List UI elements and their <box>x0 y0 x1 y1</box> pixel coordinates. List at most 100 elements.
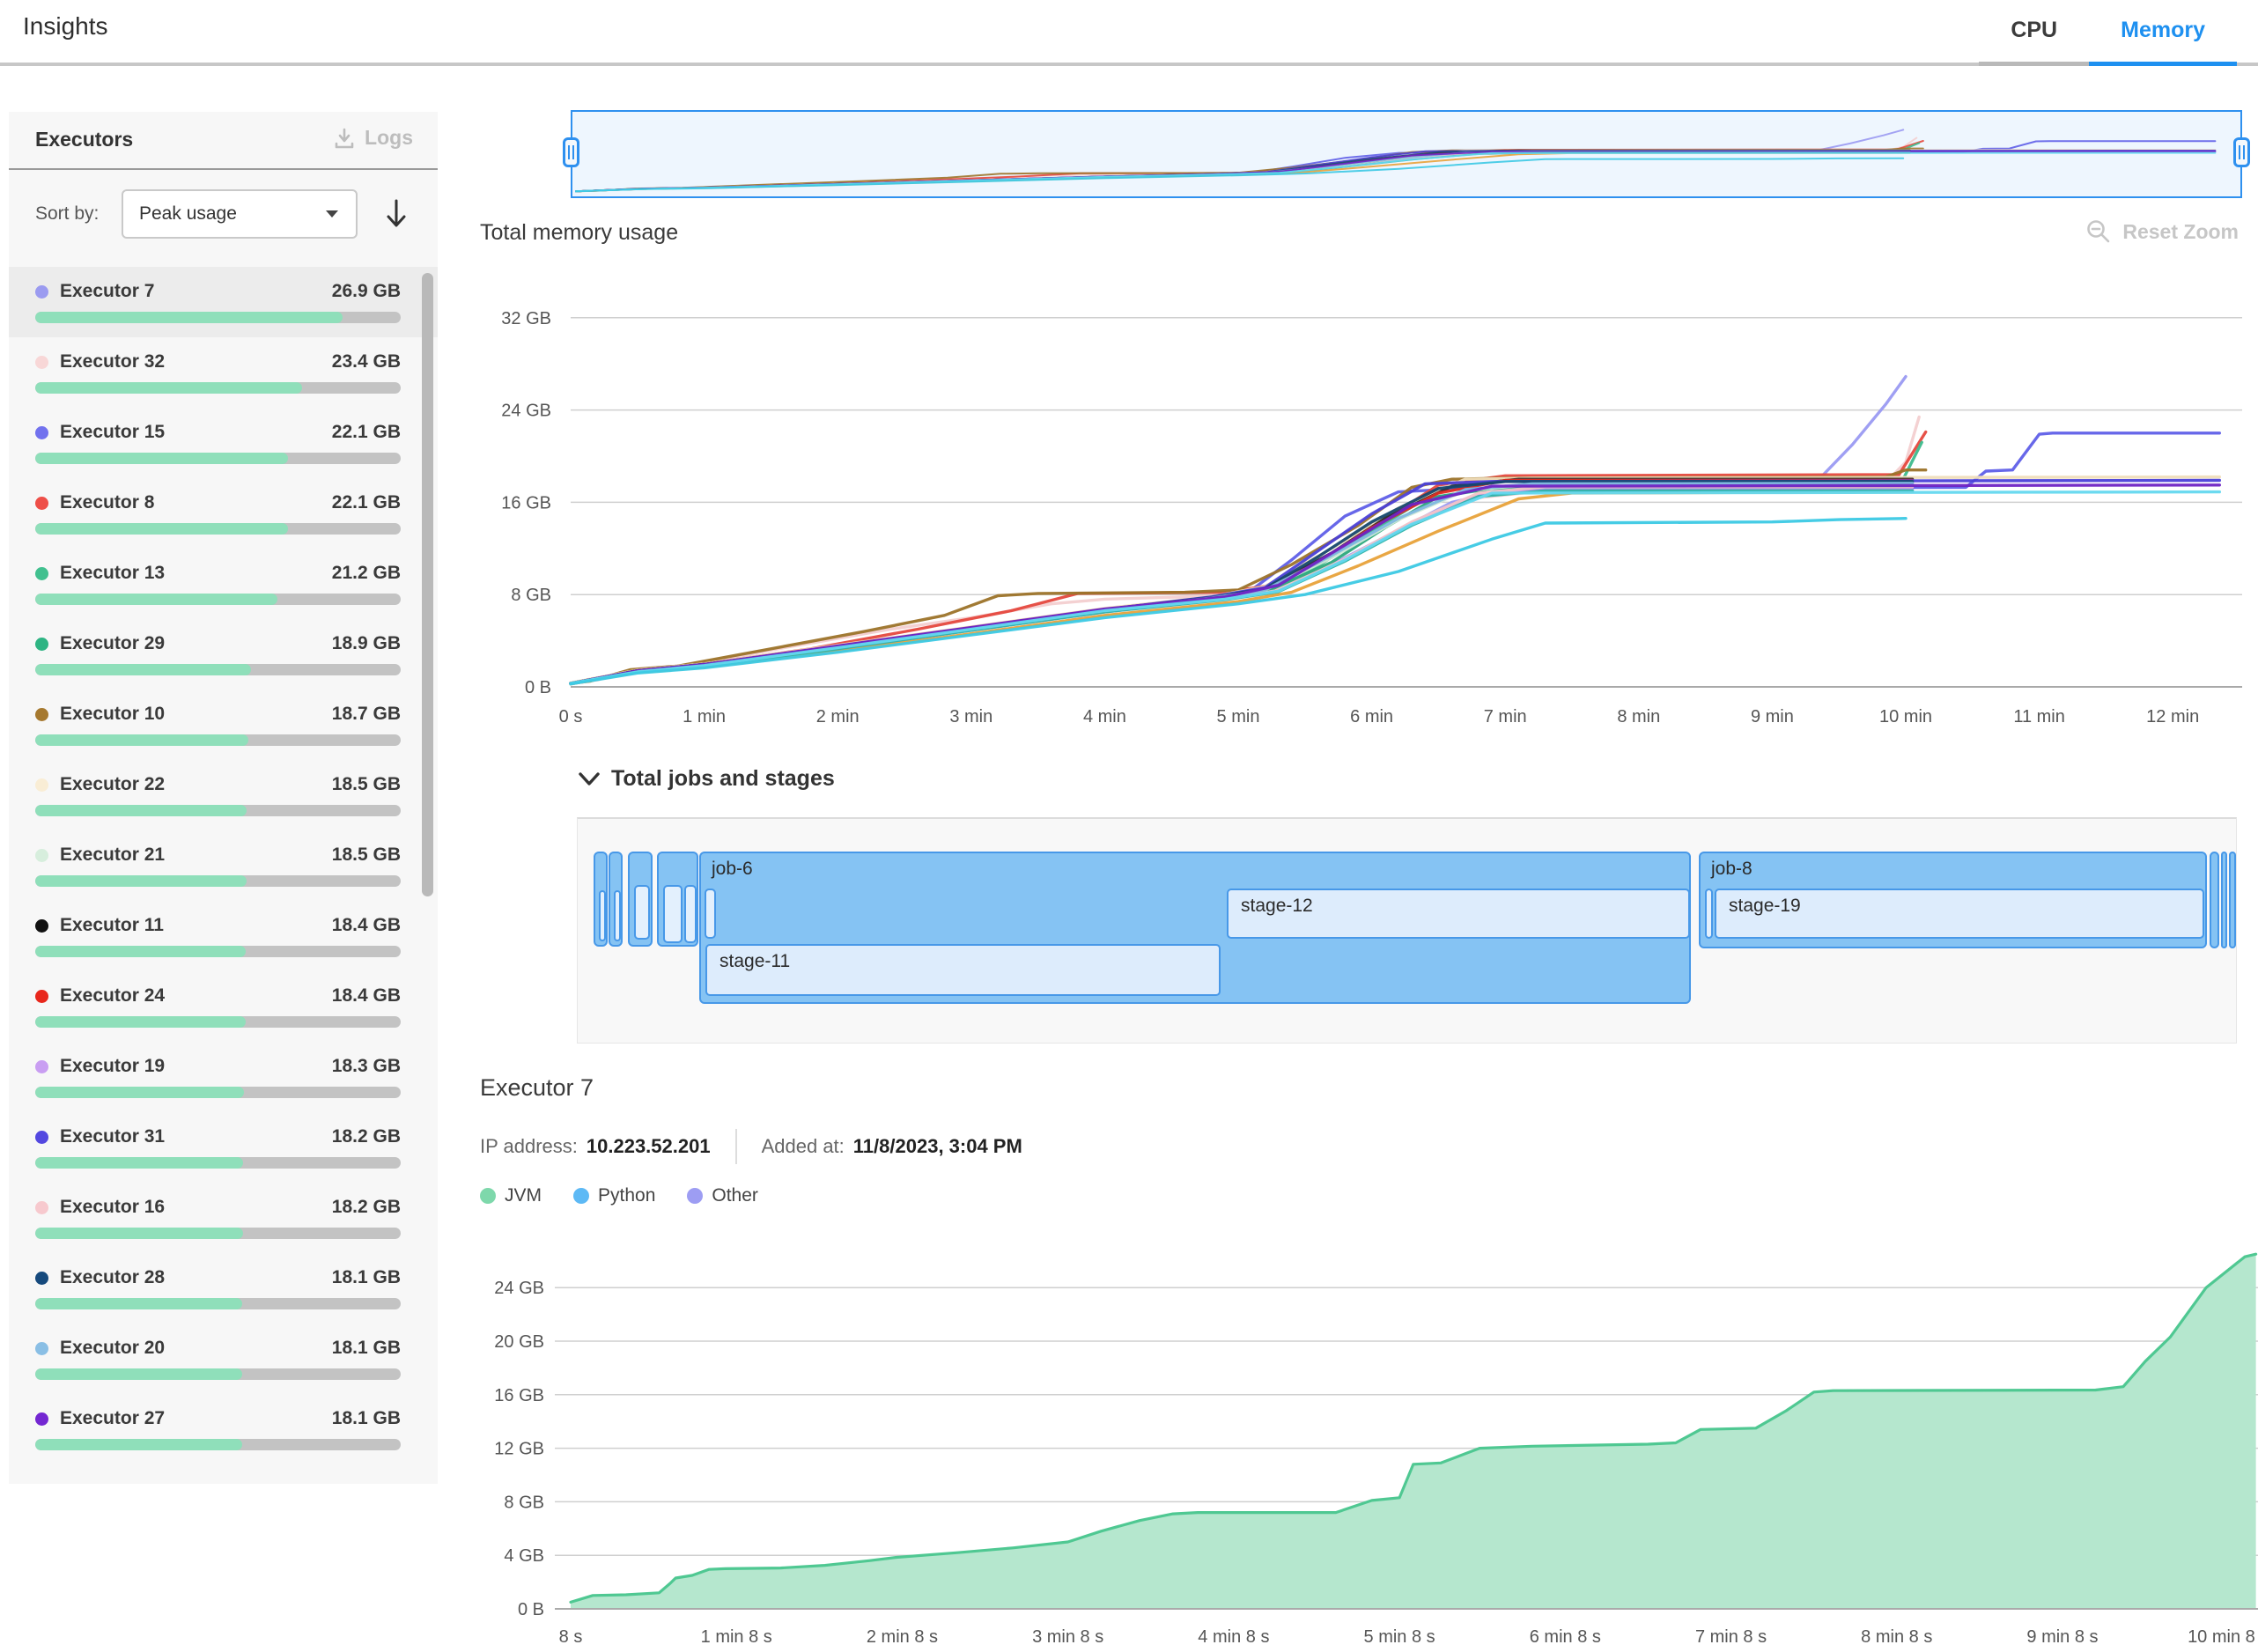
executor-name: Executor 8 <box>60 492 155 513</box>
job-block[interactable]: job-8 stage-19 <box>1699 852 2207 948</box>
executor-list-item[interactable]: Executor 32 23.4 GB <box>9 337 438 408</box>
usage-bar-fill <box>35 312 343 323</box>
added-at-label: Added at: <box>761 1135 845 1157</box>
svg-text:32 GB: 32 GB <box>501 309 551 328</box>
usage-bar-fill <box>35 453 288 464</box>
brush-minimap-chart <box>575 129 2217 193</box>
svg-text:6 min 8 s: 6 min 8 s <box>1530 1627 1601 1647</box>
executor-list: Executor 7 26.9 GB Executor 32 23.4 GB Execu… <box>9 267 438 1484</box>
tab-memory[interactable]: Memory <box>2089 0 2237 66</box>
executor-row-top: Executor 7 26.9 GB <box>35 277 401 306</box>
job-block-small[interactable] <box>628 852 653 947</box>
job-inner-bar <box>614 890 621 941</box>
usage-bar <box>35 1087 401 1098</box>
svg-text:2 min 8 s: 2 min 8 s <box>867 1627 938 1647</box>
usage-bar-fill <box>35 1087 245 1098</box>
executor-color-dot <box>35 1341 48 1355</box>
stage-block[interactable]: stage-19 <box>1715 889 2204 939</box>
ip-address-value: 10.223.52.201 <box>586 1135 711 1157</box>
usage-bar <box>35 1439 401 1450</box>
executor-list-item[interactable]: Executor 21 18.5 GB <box>9 830 438 901</box>
job-inner-bar <box>663 885 683 943</box>
zoom-brush[interactable] <box>563 110 2250 198</box>
executor-name: Executor 27 <box>60 1408 166 1428</box>
job-block-small[interactable] <box>657 852 698 947</box>
job-block-small[interactable] <box>2229 852 2236 948</box>
executors-title: Executors <box>35 128 134 151</box>
sort-direction-button[interactable] <box>377 191 416 237</box>
job-block-small[interactable] <box>594 852 608 947</box>
logs-button[interactable]: Logs <box>333 126 413 150</box>
executor-row-top: Executor 19 18.3 GB <box>35 1052 401 1080</box>
job-inner-bar <box>684 885 697 943</box>
executor-list-item[interactable]: Executor 13 21.2 GB <box>9 549 438 619</box>
executor-color-dot <box>35 918 48 933</box>
executor-list-item[interactable]: Executor 8 22.1 GB <box>9 478 438 549</box>
executor-color-dot <box>35 848 48 862</box>
executor-list-item[interactable]: Executor 7 26.9 GB <box>9 267 438 337</box>
usage-bar <box>35 312 401 323</box>
executor-name: Executor 21 <box>60 844 166 865</box>
executor-color-dot <box>35 637 48 651</box>
download-icon <box>335 128 354 148</box>
stage-block[interactable]: stage-12 <box>1227 889 1690 939</box>
reset-zoom-button[interactable]: Reset Zoom <box>2085 218 2239 245</box>
executor-list-item[interactable]: Executor 15 22.1 GB <box>9 408 438 478</box>
job-block-small[interactable] <box>2210 852 2219 948</box>
executor-peak-value: 23.4 GB <box>331 351 401 372</box>
brush-handle-right[interactable] <box>2233 137 2250 167</box>
brush-handle-left[interactable] <box>563 137 579 167</box>
executor-name: Executor 13 <box>60 563 166 583</box>
executor-list-item[interactable]: Executor 10 18.7 GB <box>9 690 438 760</box>
executor-name: Executor 11 <box>60 915 164 935</box>
executor7-memory-chart[interactable]: 0 B 4 GB 8 GB 12 GB 16 GB 20 GB 24 GB 8 s 1 min … <box>467 1246 2258 1652</box>
job-inner-bar <box>599 890 606 941</box>
legend-label: Other <box>712 1185 758 1206</box>
executor-list-item[interactable]: Executor 24 18.4 GB <box>9 971 438 1042</box>
usage-bar <box>35 1298 401 1309</box>
usage-bar <box>35 453 401 464</box>
executor-peak-value: 18.1 GB <box>331 1408 401 1428</box>
executor-list-item[interactable]: Executor 29 18.9 GB <box>9 619 438 690</box>
sort-row: Sort by: Peak usage <box>9 170 438 267</box>
executor-list-item[interactable]: Executor 28 18.1 GB <box>9 1253 438 1324</box>
svg-text:12 min: 12 min <box>2146 707 2199 726</box>
executor-detail-info: IP address: 10.223.52.201 Added at: 11/8… <box>480 1129 1022 1164</box>
legend-item-python: Python <box>573 1185 655 1206</box>
job-block[interactable]: job-6 stage-12 stage-11 <box>699 852 1691 1004</box>
svg-text:5 min 8 s: 5 min 8 s <box>1364 1627 1435 1647</box>
executor-name: Executor 22 <box>60 774 166 794</box>
executor-peak-value: 18.5 GB <box>331 844 401 865</box>
svg-text:8 min 8 s: 8 min 8 s <box>1861 1627 1932 1647</box>
svg-text:12 GB: 12 GB <box>494 1440 544 1459</box>
usage-bar <box>35 523 401 535</box>
executor-peak-value: 18.1 GB <box>331 1338 401 1358</box>
stage-block[interactable]: stage-11 <box>705 944 1221 996</box>
legend-label: Python <box>598 1185 656 1206</box>
executor-peak-value: 18.3 GB <box>331 1056 401 1076</box>
svg-text:16 GB: 16 GB <box>501 493 551 513</box>
executor-list-item[interactable]: Executor 27 18.1 GB <box>9 1394 438 1464</box>
executor-color-dot <box>35 425 48 439</box>
executor-color-dot <box>35 1271 48 1285</box>
executor-list-item[interactable]: Executor 16 18.2 GB <box>9 1183 438 1253</box>
executor-color-dot <box>35 566 48 580</box>
executor-detail-title: Executor 7 <box>480 1074 594 1101</box>
list-scrollbar[interactable] <box>422 273 433 896</box>
job-block-small[interactable] <box>609 852 623 947</box>
executor-list-item[interactable]: Executor 20 18.1 GB <box>9 1324 438 1394</box>
usage-bar-fill <box>35 946 246 957</box>
executor-list-item[interactable]: Executor 22 18.5 GB <box>9 760 438 830</box>
total-memory-chart[interactable]: 0 B 8 GB 16 GB 24 GB 32 GB 0 s 1 min 2 min 3 min… <box>467 291 2258 749</box>
svg-text:9 min 8 s: 9 min 8 s <box>2026 1627 2098 1647</box>
executor-name: Executor 31 <box>60 1126 166 1147</box>
executor-list-item[interactable]: Executor 11 18.4 GB <box>9 901 438 971</box>
executor-list-item[interactable]: Executor 19 18.3 GB <box>9 1042 438 1112</box>
executor-list-item[interactable]: Executor 31 18.2 GB <box>9 1112 438 1183</box>
executor-row-top: Executor 11 18.4 GB <box>35 911 401 940</box>
executor-peak-value: 18.4 GB <box>331 985 401 1006</box>
job-block-small[interactable] <box>2221 852 2227 948</box>
jobs-section-toggle[interactable]: Total jobs and stages <box>578 766 835 792</box>
tab-cpu[interactable]: CPU <box>1979 0 2090 66</box>
sort-select[interactable]: Peak usage <box>122 189 358 239</box>
